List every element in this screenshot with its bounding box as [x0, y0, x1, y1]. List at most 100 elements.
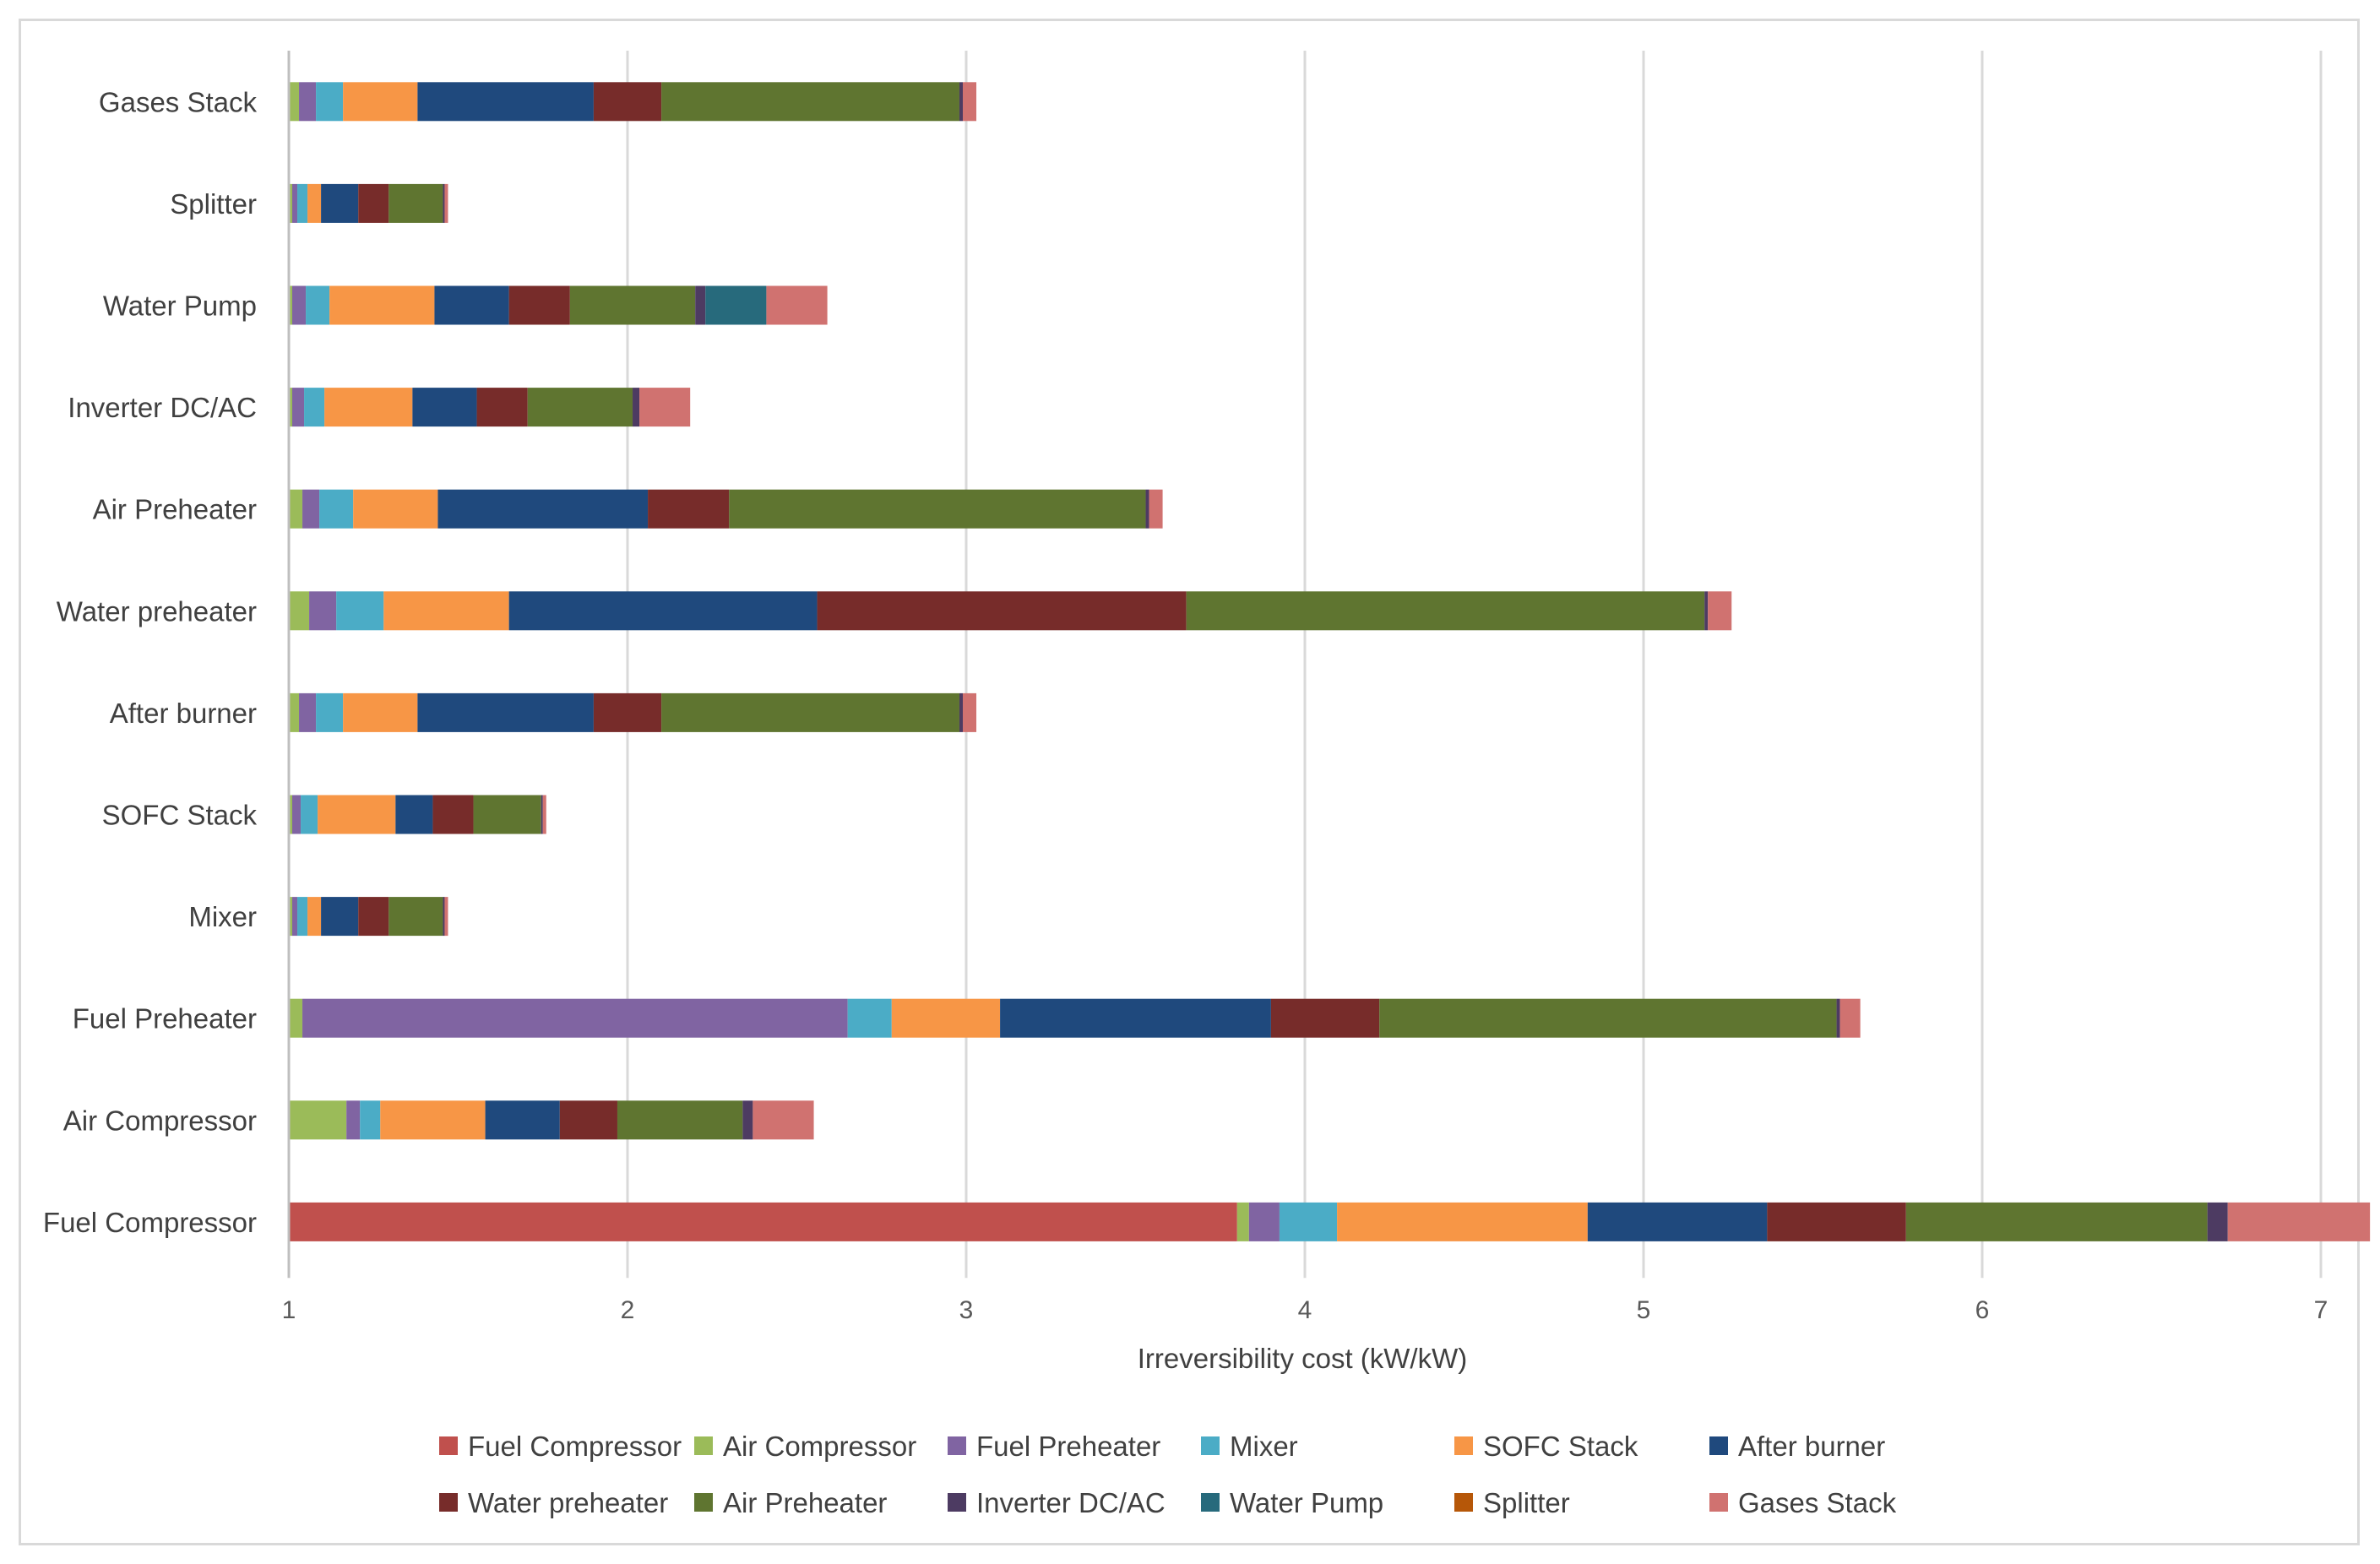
bar-segment: [1000, 998, 1271, 1038]
legend-swatch: [948, 1493, 966, 1512]
bar-segment: [443, 897, 445, 937]
legend-label: Fuel Compressor: [468, 1431, 682, 1462]
bar-segment: [360, 1100, 381, 1140]
bar-segment: [962, 82, 977, 122]
bar-segment: [1149, 489, 1163, 529]
bar-segment: [329, 285, 435, 325]
bar-segment: [292, 795, 302, 834]
legend-swatch: [439, 1436, 458, 1455]
bar-segment: [742, 1100, 753, 1140]
bar-segment: [817, 591, 1187, 631]
bar-segment: [443, 183, 445, 223]
bar-segment: [343, 82, 418, 122]
bar-segment: [473, 795, 541, 834]
bar-segment: [353, 489, 438, 529]
bar-segment: [959, 82, 963, 122]
category-label: Water Pump: [103, 291, 257, 322]
legend-swatch: [1454, 1493, 1473, 1512]
category-label: SOFC Stack: [102, 800, 258, 831]
legend-label: Air Compressor: [723, 1431, 916, 1462]
legend-swatch: [1201, 1493, 1220, 1512]
category-label: Gases Stack: [99, 86, 258, 117]
bar-segment: [346, 1100, 361, 1140]
bar-segment: [358, 183, 389, 223]
bar-segment: [1767, 1202, 1906, 1241]
bar-segment: [648, 489, 730, 529]
bar-segment: [753, 1100, 814, 1140]
bar-segment: [383, 591, 509, 631]
bar-segment: [891, 998, 1001, 1038]
legend-swatch: [1709, 1436, 1728, 1455]
bar-segment: [289, 591, 310, 631]
category-label: Air Compressor: [63, 1105, 257, 1136]
labels: 1 2 3 4 5 6 7 Fuel Compressor Air Compressor Fuel…: [43, 86, 2328, 1324]
bar-segment: [389, 897, 443, 937]
bar-segment: [297, 897, 308, 937]
legend-swatch: [948, 1436, 966, 1455]
bar-segment: [444, 897, 448, 937]
bar-segment: [959, 692, 963, 732]
chart-frame: [19, 19, 2360, 1545]
category-label: Inverter DC/AC: [68, 392, 257, 423]
bar-segment: [336, 591, 384, 631]
bar-segment: [695, 285, 706, 325]
bar-segment: [389, 183, 443, 223]
category-label: After burner: [110, 698, 257, 729]
bar-segment: [380, 1100, 486, 1140]
bar-segment: [289, 489, 303, 529]
bar-segment: [1337, 1202, 1588, 1241]
category-label: Splitter: [170, 188, 257, 220]
bar-segment: [1248, 1202, 1280, 1241]
legend-label: Water Pump: [1230, 1487, 1383, 1518]
category-label: Mixer: [188, 901, 257, 932]
bar-segment: [316, 692, 344, 732]
bar-segment: [766, 285, 828, 325]
bar-segment: [292, 183, 298, 223]
bar-segment: [485, 1100, 560, 1140]
legend-swatch: [439, 1493, 458, 1512]
bar-segment: [1186, 591, 1705, 631]
bar-segment: [633, 388, 640, 427]
legend-swatch: [694, 1436, 713, 1455]
legend-label: Fuel Preheater: [976, 1431, 1160, 1462]
bar-segment: [321, 897, 359, 937]
x-axis-title: Irreversibility cost (kW/kW): [1138, 1343, 1468, 1374]
category-label: Fuel Compressor: [43, 1207, 257, 1238]
bar-segment: [395, 795, 433, 834]
legend-swatch: [1454, 1436, 1473, 1455]
bar-segment: [318, 795, 396, 834]
legend-swatch: [1201, 1436, 1220, 1455]
bar-segment: [417, 82, 594, 122]
bar-segment: [299, 692, 317, 732]
category-label: Fuel Preheater: [73, 1003, 257, 1035]
bar-segment: [1236, 1202, 1249, 1241]
bar-segment: [559, 1100, 617, 1140]
x-tick-label: 5: [1637, 1296, 1651, 1324]
bar-segment: [705, 285, 767, 325]
bar-segment: [593, 82, 662, 122]
legend-swatch: [1709, 1493, 1728, 1512]
bar-segment: [302, 998, 848, 1038]
bar-segment: [729, 489, 1146, 529]
bar-segment: [639, 388, 691, 427]
bar-segment: [542, 795, 546, 834]
bar-segment: [1704, 591, 1709, 631]
bars: [289, 82, 2371, 1241]
bar-segment: [2227, 1202, 2371, 1241]
bar-segment: [289, 1100, 347, 1140]
bar-segment: [1839, 998, 1861, 1038]
x-tick-label: 4: [1298, 1296, 1312, 1324]
bar-segment: [962, 692, 977, 732]
bar-segment: [1836, 998, 1840, 1038]
bar-segment: [292, 285, 307, 325]
legend-label: Air Preheater: [723, 1487, 887, 1518]
bar-segment: [661, 692, 959, 732]
legend-label: Water preheater: [468, 1487, 668, 1518]
bar-segment: [1587, 1202, 1768, 1241]
legend: Fuel Compressor Air Compressor Fuel Prehea…: [439, 1431, 1897, 1518]
bar-segment: [417, 692, 594, 732]
bar-segment: [1145, 489, 1149, 529]
x-tick-label: 3: [959, 1296, 974, 1324]
bar-segment: [302, 489, 320, 529]
legend-label: Mixer: [1230, 1431, 1298, 1462]
